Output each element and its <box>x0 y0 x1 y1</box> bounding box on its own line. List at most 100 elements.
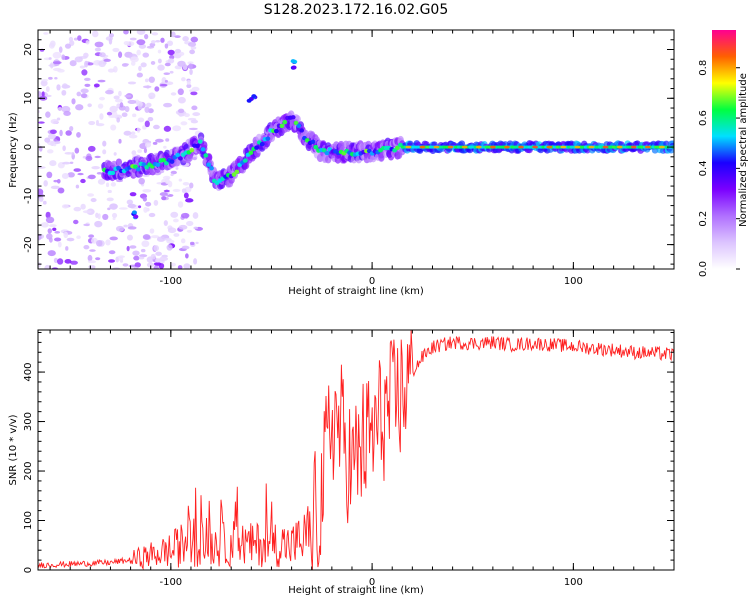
noise-speck <box>40 222 49 228</box>
noise-speck <box>106 197 114 202</box>
spectral-core <box>313 144 319 150</box>
spectral-peak <box>560 145 567 149</box>
noise-speck <box>75 104 84 111</box>
noise-speck <box>121 63 129 67</box>
noise-speck <box>50 185 60 190</box>
noise-speck <box>53 257 58 263</box>
noise-speck <box>172 188 181 193</box>
noise-speck <box>157 58 162 64</box>
noise-speck <box>85 155 93 162</box>
noise-speck <box>44 137 51 143</box>
noise-speck <box>155 39 161 43</box>
spectral-core <box>231 172 237 177</box>
noise-speck <box>85 40 90 45</box>
noise-speck <box>164 177 170 185</box>
snr-line <box>38 330 674 570</box>
noise-speck <box>128 134 138 139</box>
noise-speck <box>38 262 42 268</box>
noise-speck <box>49 40 56 48</box>
noise-speck <box>88 234 95 238</box>
noise-speck <box>45 216 55 224</box>
noise-speck <box>61 83 68 89</box>
noise-speck <box>87 254 93 262</box>
noise-speck <box>153 124 160 130</box>
noise-speck <box>75 184 80 189</box>
figure-title: S128.2023.172.16.02.G05 <box>264 2 449 18</box>
isolated-feature <box>290 59 296 64</box>
spectral-core <box>290 115 296 120</box>
noise-speck <box>174 35 181 38</box>
noise-speck <box>186 220 194 227</box>
noise-speck <box>79 65 86 69</box>
noise-speck <box>138 256 145 260</box>
noise-speck <box>114 98 123 103</box>
spectral-core <box>395 145 400 151</box>
noise-speck <box>70 260 78 265</box>
spectral-halo <box>378 153 385 162</box>
spectral-halo <box>663 140 670 147</box>
noise-speck <box>182 36 189 42</box>
noise-speck <box>84 83 91 88</box>
noise-speck <box>134 262 141 268</box>
noise-speck <box>177 88 184 96</box>
noise-speck <box>87 260 97 264</box>
noise-speck <box>163 220 168 226</box>
isolated-feature <box>133 214 139 219</box>
snr-xlabel: Height of straight line (km) <box>288 585 424 596</box>
noise-speck <box>80 178 86 184</box>
noise-speck <box>143 147 148 154</box>
noise-speck <box>45 86 50 92</box>
noise-speck <box>157 49 162 54</box>
noise-speck <box>156 236 166 242</box>
noise-speck <box>183 192 189 199</box>
noise-speck <box>74 56 83 63</box>
noise-speck <box>64 258 72 264</box>
noise-speck <box>159 256 169 262</box>
noise-speck <box>177 201 184 208</box>
noise-speck <box>166 244 173 251</box>
noise-speck <box>170 170 177 175</box>
spectral-peak <box>489 145 496 149</box>
noise-speck <box>149 42 156 47</box>
noise-speck <box>163 125 172 132</box>
noise-speck <box>46 171 53 179</box>
colorbar-gradient <box>712 30 736 269</box>
noise-speck <box>189 241 195 246</box>
spectral-core <box>189 147 195 153</box>
noise-speck <box>44 264 51 269</box>
noise-speck <box>169 70 174 74</box>
spectral-core <box>242 158 248 163</box>
noise-speck <box>43 180 48 187</box>
noise-speck <box>180 121 188 126</box>
noise-speck <box>53 237 62 242</box>
noise-speck <box>124 106 130 113</box>
spectral-core <box>259 141 265 147</box>
noise-speck <box>73 219 79 225</box>
x-tick-label: 100 <box>564 577 583 588</box>
spectrogram-xlabel: Height of straight line (km) <box>288 286 424 297</box>
noise-speck <box>161 196 167 201</box>
noise-speck <box>94 155 101 159</box>
noise-speck <box>136 127 141 133</box>
noise-speck <box>123 40 130 46</box>
spectrogram-ylabel: Frequency (Hz) <box>8 112 19 188</box>
noise-speck <box>192 112 201 117</box>
noise-speck <box>129 192 137 197</box>
noise-speck <box>155 258 161 263</box>
noise-speck <box>80 88 89 94</box>
noise-speck <box>57 241 62 248</box>
spectral-core <box>175 152 181 158</box>
noise-speck <box>182 181 190 186</box>
noise-speck <box>73 37 78 41</box>
noise-speck <box>146 262 155 268</box>
noise-speck <box>181 188 187 194</box>
noise-speck <box>138 65 142 72</box>
noise-speck <box>144 120 150 128</box>
spectrogram-frame <box>37 29 675 270</box>
noise-speck <box>129 37 137 41</box>
y-tick-label: 0 <box>23 567 34 573</box>
noise-speck <box>94 41 104 48</box>
noise-speck <box>185 198 194 203</box>
noise-speck <box>107 68 115 73</box>
